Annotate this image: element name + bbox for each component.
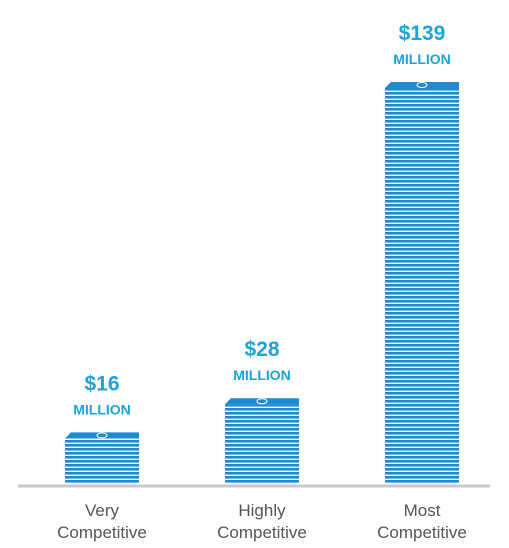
stack-seal — [256, 398, 268, 405]
value-label: $139 — [399, 22, 446, 45]
value-unit: MILLION — [393, 51, 451, 67]
bar — [385, 88, 459, 484]
value-label: $28 — [244, 338, 279, 361]
stack-seal — [96, 432, 108, 439]
x-tick-label: Very Competitive — [57, 501, 147, 542]
bar — [225, 404, 299, 484]
value-unit: MILLION — [233, 367, 291, 383]
stack-top — [65, 432, 139, 439]
value-unit: MILLION — [73, 401, 131, 417]
bar — [65, 438, 139, 484]
stack-top — [225, 398, 299, 405]
x-tick-label: Highly Competitive — [217, 501, 307, 542]
stack-seal — [416, 82, 428, 88]
value-label: $16 — [84, 372, 119, 395]
x-tick-label: Most Competitive — [377, 501, 467, 542]
stack-top — [385, 82, 459, 88]
